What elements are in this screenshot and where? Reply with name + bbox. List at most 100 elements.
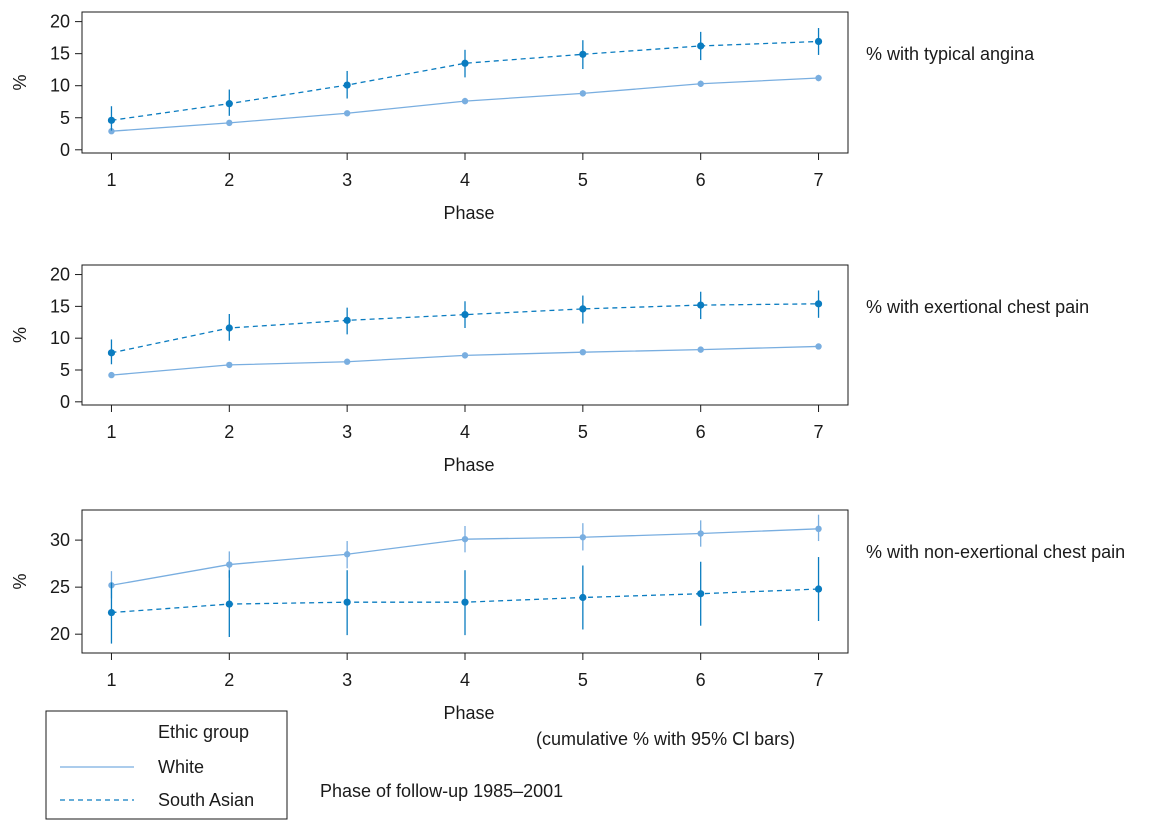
x-tick-label: 1 [106,670,116,690]
data-point-south-asian [579,50,587,58]
data-point-south-asian [343,316,351,324]
legend-label-white: White [158,757,204,777]
panel-1: 0 5 10 15 20 1 2 3 4 5 6 7 Phase% % with typical angi… [10,11,1035,223]
data-point-white [108,128,115,135]
series-line-white [111,345,819,376]
x-tick-label: 4 [460,170,470,190]
data-point-white [697,530,704,537]
data-point-white [226,361,233,369]
y-tick-label: 5 [60,360,70,380]
x-tick-label: 2 [224,670,234,690]
data-point-south-asian [579,593,587,602]
y-axis-title: % [10,573,30,589]
data-point-white [226,561,233,568]
data-point-white [815,525,822,533]
x-tick-label: 7 [814,170,824,190]
data-point-south-asian [225,324,233,332]
data-point-white [579,348,587,356]
data-point-white [461,535,469,543]
data-point-south-asian [461,598,469,606]
legend-title: Ethic group [158,722,249,742]
x-tick-label: 3 [342,670,352,690]
data-point-white [461,352,469,359]
y-tick-label: 20 [50,624,70,644]
data-point-white [108,371,115,379]
x-tick-label: 3 [342,170,352,190]
data-point-south-asian [814,585,823,593]
series-white [108,74,822,135]
x-tick-label: 6 [696,422,706,442]
data-point-white [461,97,469,105]
y-tick-label: 15 [50,296,70,316]
x-tick-label: 2 [224,422,234,442]
data-point-white [343,358,351,365]
x-tick-label: 5 [578,422,588,442]
panel-3: 20 25 30 1 2 3 4 5 6 7 Phase% % with non-exertional… [10,509,1125,723]
y-tick-label: 15 [50,44,70,64]
x-tick-label: 3 [342,422,352,442]
data-point-white [697,346,704,353]
data-point-white [579,534,587,541]
series-line-white [111,77,819,132]
x-axis-title: Phase [443,703,494,723]
legend: Ethic group White South Asian [45,710,288,820]
data-point-south-asian [697,590,705,598]
data-point-south-asian [225,600,233,608]
x-tick-label: 5 [578,670,588,690]
data-point-south-asian [697,42,705,50]
y-axis-title: % [10,327,30,343]
data-point-south-asian [107,116,116,124]
data-point-white [226,119,233,127]
data-point-south-asian [107,608,116,617]
data-point-south-asian [461,311,469,319]
data-point-south-asian [461,59,469,67]
data-point-south-asian [343,598,351,606]
data-point-white [697,80,704,87]
y-tick-label: 10 [50,328,70,348]
y-tick-label: 5 [60,108,70,128]
follow-up-note: Phase of follow-up 1985–2001 [320,781,563,801]
data-point-south-asian [814,37,823,46]
panel-2: 0 5 10 15 20 1 2 3 4 5 6 7 Phase% % with exertional c… [10,264,1089,475]
panel-title: % with exertional chest pain [866,297,1089,317]
series-south-asian [107,290,823,365]
y-tick-label: 0 [60,140,70,160]
plot-frame [81,264,849,406]
y-tick-label: 10 [50,76,70,96]
series-white [108,514,822,599]
data-point-white [815,343,822,350]
y-tick-label: 0 [60,392,70,412]
x-tick-label: 6 [696,670,706,690]
data-point-south-asian [107,349,116,357]
legend-box [45,710,288,820]
y-tick-label: 30 [50,530,70,550]
series-white [108,343,822,379]
x-axis-title: Phase [443,203,494,223]
y-tick-label: 20 [50,265,70,285]
y-axis-title: % [10,74,30,90]
x-tick-label: 4 [460,422,470,442]
data-point-south-asian [579,305,587,313]
x-tick-label: 1 [106,422,116,442]
x-tick-label: 6 [696,170,706,190]
data-point-white [579,90,587,97]
x-tick-label: 1 [106,170,116,190]
y-tick-label: 25 [50,577,70,597]
series-south-asian [107,28,823,131]
ci-note: (cumulative % with 95% Cl bars) [536,729,795,749]
x-tick-label: 4 [460,670,470,690]
panel-title: % with non-exertional chest pain [866,542,1125,562]
x-tick-label: 7 [814,422,824,442]
x-tick-label: 2 [224,170,234,190]
x-axis-title: Phase [443,455,494,475]
y-tick-label: 20 [50,12,70,32]
series-south-asian [107,557,823,644]
x-tick-label: 5 [578,170,588,190]
data-point-south-asian [697,301,705,309]
data-point-white [815,74,822,82]
data-point-south-asian [814,300,823,308]
data-point-south-asian [343,81,351,89]
data-point-south-asian [225,100,233,108]
